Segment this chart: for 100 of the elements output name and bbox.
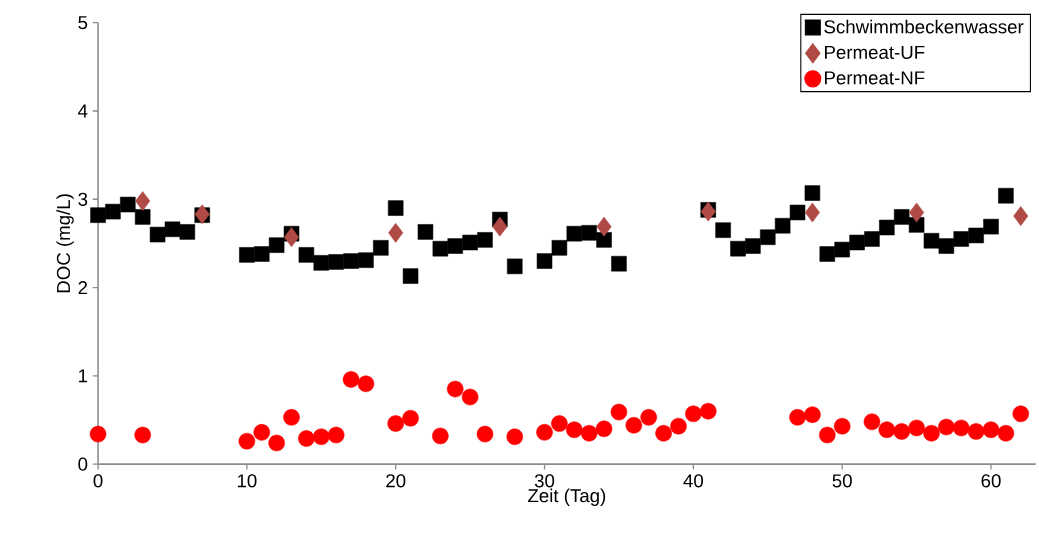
point [566,226,583,242]
point [536,424,553,441]
point [476,426,494,443]
point [268,434,285,452]
point [388,223,404,243]
legend-label: Permeat-NF [825,71,925,85]
x-tick-label: 20 [386,474,406,488]
point [834,242,850,258]
point [254,246,270,262]
point [774,218,791,234]
point [313,255,330,271]
point [760,229,776,246]
y-tick-label: 2 [78,281,88,295]
point [298,247,315,263]
point [402,410,419,427]
point [387,415,404,433]
point [611,256,627,272]
point [135,191,151,212]
point [477,232,493,248]
point [298,430,315,448]
point [596,217,612,237]
point [819,246,836,262]
point [610,404,628,421]
x-tick-label: 40 [683,474,704,488]
point [804,406,821,424]
point [923,425,940,442]
point [983,219,999,235]
point [699,403,717,420]
point [239,247,255,263]
point [164,221,181,238]
point [1012,405,1030,423]
point [179,224,196,240]
y-tick-label: 0 [78,457,88,472]
point [819,426,836,444]
point [640,409,657,426]
point [551,415,568,433]
point [90,207,106,224]
x-tick-label: 50 [832,474,852,488]
point [507,258,523,275]
point [447,238,463,255]
point [1013,206,1029,227]
legend-label: Schwimmbeckenwasser [824,19,1024,34]
point [120,197,136,213]
point [536,253,553,270]
y-tick-label: 5 [78,16,88,30]
point [284,227,299,248]
point [446,381,464,398]
point [804,202,820,223]
point [149,227,166,243]
point [909,202,925,223]
point [893,209,910,225]
point [432,427,449,445]
point [700,202,716,222]
point [417,224,434,240]
point [461,389,479,406]
point [655,425,672,442]
legend-label: Permeat-UF [825,46,925,60]
point [864,231,880,247]
point [581,225,597,241]
point [134,426,151,444]
point [580,425,598,442]
point [357,375,375,393]
point [997,425,1015,442]
point [596,232,612,248]
point [730,241,746,257]
y-axis-title: DOC (mg/L) [56,194,74,293]
point [863,413,881,431]
point [492,217,508,237]
point [804,185,821,202]
point [268,237,285,254]
point [595,420,613,438]
point [387,200,404,217]
point [908,217,925,233]
point [833,418,851,435]
point [670,418,687,435]
point [238,433,256,450]
point [952,419,970,437]
point [938,419,955,436]
point [328,254,344,270]
point [313,428,330,446]
x-tick-label: 0 [93,474,103,488]
point [878,421,896,439]
point [893,423,910,440]
point [967,423,985,440]
x-tick-label: 30 [534,474,555,488]
point [342,371,360,388]
point [923,233,940,249]
point [789,409,806,426]
point [327,426,345,444]
point [358,252,374,269]
point [432,241,449,257]
point [551,240,568,256]
point [968,227,984,244]
point [715,222,731,239]
x-axis-title: Zeit (Tag) [528,488,606,507]
point [134,209,151,225]
x-tick-label: 60 [981,474,1001,488]
point [745,238,761,255]
point [105,204,121,220]
y-tick-label: 1 [79,369,88,383]
